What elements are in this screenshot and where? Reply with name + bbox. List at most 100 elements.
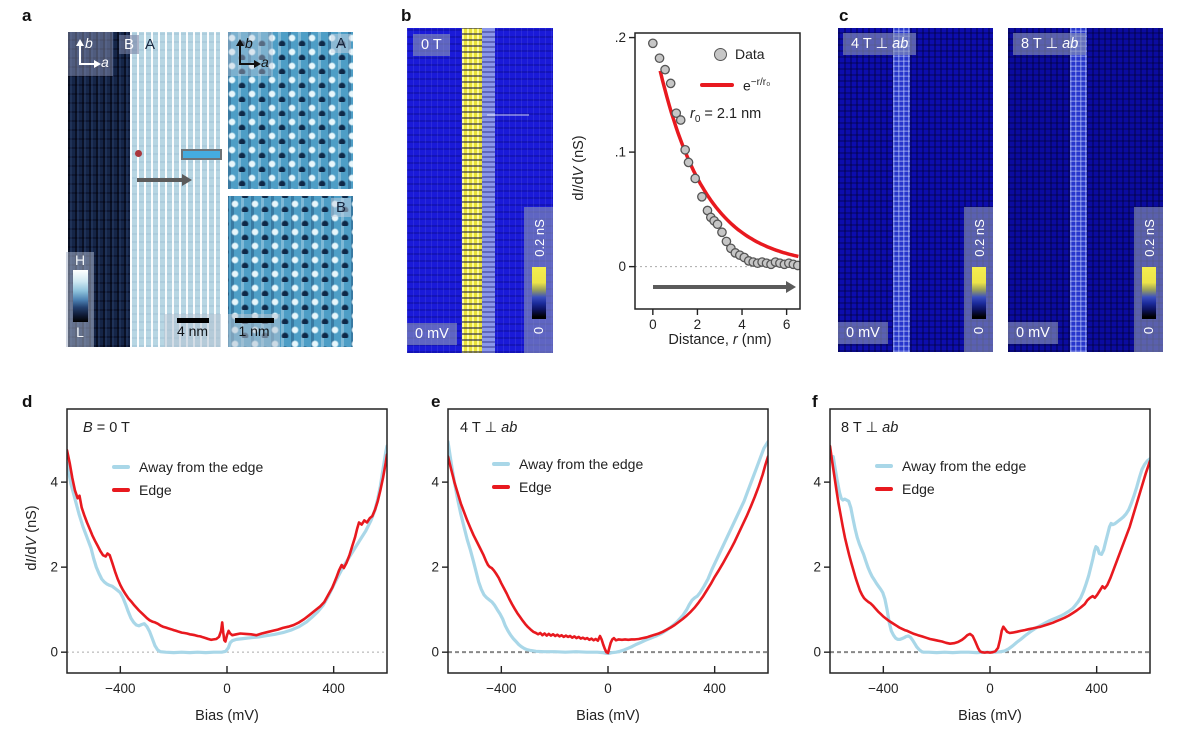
data-point bbox=[697, 191, 707, 202]
scan-artifact-line bbox=[487, 114, 529, 116]
data-point bbox=[675, 115, 686, 125]
y-tick-label: 0 bbox=[618, 259, 626, 274]
x-tick-label: −400 bbox=[105, 681, 135, 696]
y-tick-label: 2 bbox=[813, 560, 821, 575]
x-tick-label: 400 bbox=[703, 681, 726, 696]
legend-edge-label: Edge bbox=[519, 479, 552, 495]
legend-away-row: Away from the edge bbox=[492, 456, 643, 472]
colorbar-max-label: 0.2 nS bbox=[531, 219, 547, 257]
series-edge bbox=[830, 444, 1150, 654]
field-tag-8T: 8 T ⊥ ab bbox=[1013, 33, 1087, 55]
decay-y-axis-title: dI/dV (nS) bbox=[571, 135, 587, 201]
series-edge bbox=[448, 455, 768, 655]
distance-arrow bbox=[653, 281, 796, 293]
legend-edge-row: Edge bbox=[875, 481, 1026, 497]
edge-state-band-8T bbox=[1070, 28, 1087, 352]
inset-b-label: B bbox=[331, 198, 352, 217]
colorbar-low-label: L bbox=[76, 324, 84, 340]
field-label-e: 4 T ⊥ ab bbox=[460, 420, 518, 436]
plot-frame bbox=[829, 408, 1151, 674]
colorbar-high-label: H bbox=[74, 252, 86, 268]
x-tick-label: 0 bbox=[223, 681, 231, 696]
data-point bbox=[721, 236, 732, 247]
conductance-gradient bbox=[531, 267, 546, 319]
legend-away-row: Away from the edge bbox=[112, 459, 263, 475]
panel-a-letter: a bbox=[22, 6, 32, 25]
data-point-marker bbox=[714, 47, 727, 61]
linecut-arrow bbox=[137, 174, 192, 186]
b-axis-arrow bbox=[76, 39, 84, 63]
plot-frame bbox=[634, 32, 801, 310]
conductance-colorbar: 0.2 nS 0 bbox=[524, 207, 553, 353]
spectra-chart-8T: −400 0 400 0 2 4 bbox=[813, 408, 1151, 696]
x-tick-label: 400 bbox=[322, 681, 345, 696]
fit-line-swatch bbox=[700, 83, 734, 88]
y-tick-label: 4 bbox=[813, 475, 821, 490]
away-swatch bbox=[492, 462, 510, 466]
data-point bbox=[680, 144, 691, 155]
decay-length-annotation: r0 = 2.1 nm bbox=[690, 106, 762, 125]
x-tick-label: 2 bbox=[694, 317, 702, 332]
legend-edge-label: Edge bbox=[139, 482, 172, 498]
colorbar-max-label: 0.2 nS bbox=[1141, 219, 1157, 257]
data-point bbox=[717, 227, 727, 238]
bias-tag: 0 mV bbox=[838, 322, 888, 344]
y-tick-label: 4 bbox=[431, 475, 439, 490]
x-tick-label: −400 bbox=[486, 681, 516, 696]
data-point bbox=[690, 173, 701, 184]
region-b-label: B bbox=[119, 35, 140, 54]
scalebar-1nm-bar bbox=[234, 318, 274, 323]
bias-axis-title-f: Bias (mV) bbox=[958, 708, 1022, 724]
conductance-colorbar: 0.2 nS 0 bbox=[1134, 207, 1163, 352]
legend-away-label: Away from the edge bbox=[519, 456, 644, 472]
a-axis-arrow bbox=[79, 60, 101, 68]
x-tick-label: 4 bbox=[738, 317, 746, 332]
away-swatch bbox=[112, 465, 130, 469]
data-point bbox=[660, 64, 670, 75]
legend-edge-row: Edge bbox=[112, 482, 263, 498]
away-swatch bbox=[875, 464, 893, 468]
legend-edge-row: Edge bbox=[492, 479, 643, 495]
scalebar-1nm: 1 nm bbox=[228, 314, 280, 347]
field-tag-4T: 4 T ⊥ ab bbox=[843, 33, 917, 55]
y-tick-label: 0.1 bbox=[615, 145, 626, 160]
exponential-fit-line bbox=[658, 70, 799, 259]
series-edge bbox=[67, 448, 387, 643]
series-away-from-the-edge bbox=[67, 444, 387, 655]
legend-d: Away from the edge Edge bbox=[112, 459, 263, 498]
panel-b-letter: b bbox=[401, 6, 412, 25]
colorbar-min-label: 0 bbox=[530, 326, 546, 335]
edge-swatch bbox=[875, 487, 893, 491]
data-point bbox=[683, 157, 694, 168]
edge-swatch bbox=[492, 485, 510, 489]
decay-legend-fit-label: e−r/r₀ bbox=[743, 77, 771, 94]
edge-swatch bbox=[112, 488, 130, 492]
linecut-box-marker bbox=[181, 149, 222, 160]
decay-chart: 0 2 4 6 0 0.1 0.2 bbox=[615, 30, 801, 332]
x-tick-label: −400 bbox=[868, 681, 898, 696]
legend-away-label: Away from the edge bbox=[902, 458, 1027, 474]
data-point bbox=[712, 219, 723, 230]
conductance-gradient bbox=[1141, 267, 1156, 319]
spectra-y-axis-title: dI/dV (nS) bbox=[24, 505, 40, 571]
x-tick-label: 400 bbox=[1085, 681, 1108, 696]
decay-x-axis-title: Distance, r (nm) bbox=[668, 332, 772, 348]
bias-axis-title-e: Bias (mV) bbox=[576, 708, 640, 724]
scalebar-4nm: 4 nm bbox=[164, 314, 221, 347]
height-gradient bbox=[72, 270, 88, 322]
bias-axis-title-d: Bias (mV) bbox=[195, 708, 259, 724]
conductance-gradient bbox=[971, 267, 986, 319]
edge-state-band bbox=[462, 28, 482, 353]
y-tick-label: 0 bbox=[50, 645, 58, 660]
y-tick-label: 2 bbox=[50, 560, 58, 575]
panel-c-letter: c bbox=[839, 6, 849, 25]
colorbar-min-label: 0 bbox=[970, 326, 986, 335]
atomic-inset-a bbox=[228, 32, 353, 189]
stm-topography-phase-a bbox=[130, 32, 220, 347]
a-axis-label: a bbox=[261, 54, 269, 70]
legend-f: Away from the edge Edge bbox=[875, 458, 1026, 497]
scalebar-4nm-bar bbox=[176, 318, 209, 323]
panel-d-letter: d bbox=[22, 392, 33, 411]
y-tick-label: 2 bbox=[431, 560, 439, 575]
